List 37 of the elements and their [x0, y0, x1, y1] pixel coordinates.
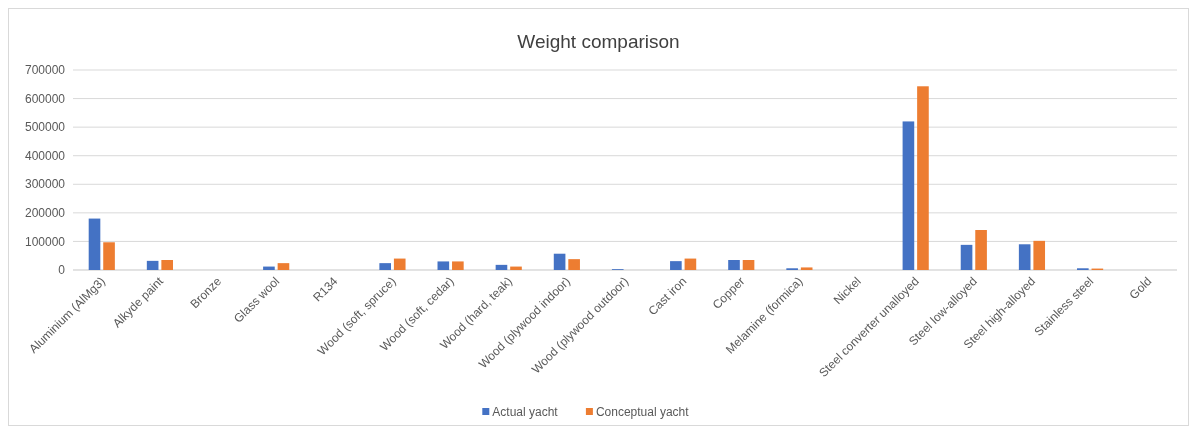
bar: [452, 261, 464, 270]
bar: [902, 121, 915, 270]
bar: [495, 264, 508, 270]
bar: [393, 258, 406, 270]
y-tick-label: 0: [58, 263, 66, 278]
y-tick-label: 100000: [24, 234, 66, 249]
x-tick-label: Cast iron: [645, 274, 690, 319]
bar: [263, 266, 275, 270]
bar: [88, 218, 101, 270]
y-tick-label: 400000: [24, 148, 66, 163]
legend-label: Conceptual yacht: [595, 405, 690, 420]
bar: [917, 86, 929, 270]
bar: [437, 261, 450, 270]
bar: [277, 263, 290, 270]
y-tick-label: 500000: [24, 120, 66, 135]
bar: [1033, 240, 1046, 270]
bar: [553, 253, 566, 270]
bar: [975, 230, 987, 270]
y-tick-label: 600000: [24, 91, 66, 106]
bar: [1018, 244, 1031, 270]
bar: [728, 260, 740, 270]
bar: [103, 242, 115, 270]
legend-label: Actual yacht: [492, 405, 559, 420]
bar: [568, 259, 580, 270]
bar: [960, 244, 973, 270]
bar: [684, 258, 697, 270]
bar: [379, 263, 391, 270]
bar: [510, 266, 522, 270]
bar: [670, 261, 682, 270]
bar: [161, 260, 173, 270]
chart-title: Weight comparison: [517, 31, 680, 52]
bar: [800, 267, 813, 270]
y-tick-label: 700000: [24, 63, 66, 78]
bar: [146, 260, 159, 270]
y-tick-label: 200000: [24, 206, 66, 221]
y-tick-label: 300000: [24, 177, 66, 192]
bar: [742, 260, 755, 270]
